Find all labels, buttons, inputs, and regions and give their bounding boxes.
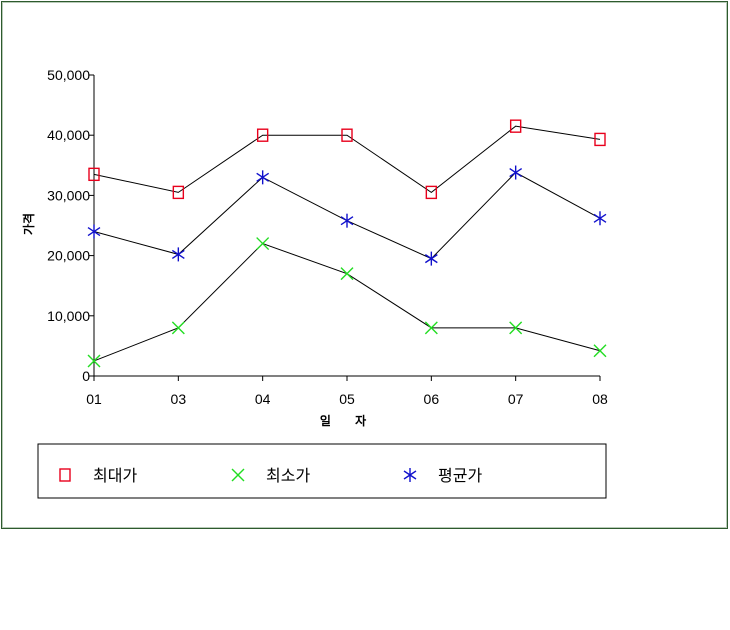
marker-star-stroke xyxy=(593,213,607,223)
data-point xyxy=(171,321,185,335)
marker-x-stroke xyxy=(340,267,354,281)
x-tick-label: 01 xyxy=(86,391,102,407)
marker-square xyxy=(509,119,522,133)
data-point xyxy=(424,321,438,335)
data-point xyxy=(172,185,185,200)
x-tick-label: 03 xyxy=(171,391,187,407)
x-tick-label: 07 xyxy=(508,391,524,407)
data-point xyxy=(87,224,101,239)
marker-star-stroke xyxy=(403,470,417,480)
data-point xyxy=(341,128,353,142)
y-tick-label: 50,000 xyxy=(47,67,90,83)
y-tick-label: 40,000 xyxy=(47,127,90,143)
data-point xyxy=(424,251,438,266)
legend-marker xyxy=(59,468,71,482)
x-tick-label: 04 xyxy=(255,391,271,407)
y-tick-label: 20,000 xyxy=(47,248,90,264)
legend: 최대가 최소가 평균가 xyxy=(37,443,607,499)
line-chart: 0 10,000 20,000 30,000 40,000 50,000 01 03 04 05 0… xyxy=(21,67,608,499)
marker-x-stroke xyxy=(509,321,523,335)
marker-x-stroke xyxy=(171,321,185,335)
x-tick-label: 06 xyxy=(424,391,440,407)
marker-star-stroke xyxy=(256,172,270,182)
legend-item: 최소가 xyxy=(231,466,310,485)
marker-square xyxy=(256,128,269,142)
x-tick-label: 08 xyxy=(592,391,608,407)
x-tick-label: 05 xyxy=(339,391,355,407)
data-point xyxy=(256,170,270,185)
marker-star-stroke xyxy=(340,216,354,226)
legend-item: 평균가 xyxy=(403,466,482,485)
data-point xyxy=(171,247,185,262)
legend-label: 평균가 xyxy=(438,466,482,485)
marker-star-stroke xyxy=(424,254,438,264)
data-point xyxy=(509,165,523,180)
marker-square xyxy=(341,128,353,142)
marker-square xyxy=(172,185,185,200)
y-tick-label: 10,000 xyxy=(47,308,90,324)
marker-star-stroke xyxy=(171,249,185,259)
legend-box xyxy=(37,443,607,499)
data-point xyxy=(509,321,523,335)
y-tick-label: 30,000 xyxy=(47,187,90,203)
data-point xyxy=(340,213,354,228)
series-line-1 xyxy=(93,242,601,362)
data-point xyxy=(509,119,522,133)
data-point xyxy=(87,354,101,368)
data-point xyxy=(593,211,607,226)
legend-label: 최소가 xyxy=(266,466,310,485)
legend-marker xyxy=(231,468,245,482)
data-point xyxy=(256,128,269,142)
marker-x-stroke xyxy=(231,468,245,482)
legend-marker xyxy=(403,468,417,482)
data-point xyxy=(594,132,606,147)
chart-frame: 0 10,000 20,000 30,000 40,000 50,000 01 03 04 05 0… xyxy=(1,1,728,529)
series-lines xyxy=(93,125,601,362)
axis-ticks: 0 10,000 20,000 30,000 40,000 50,000 01 03 04 05 0… xyxy=(47,67,608,407)
marker-square xyxy=(59,468,71,482)
y-axis-title: 가격 xyxy=(21,213,36,235)
x-axis-title: 일 자 xyxy=(320,413,376,428)
data-point xyxy=(593,344,607,358)
series-markers xyxy=(87,119,607,368)
marker-x-stroke xyxy=(256,237,270,251)
legend-label: 최대가 xyxy=(93,466,137,485)
marker-x-stroke xyxy=(424,321,438,335)
legend-item: 최대가 xyxy=(59,466,137,485)
marker-star-stroke xyxy=(87,226,101,237)
marker-star-stroke xyxy=(509,167,523,178)
y-tick-label: 0 xyxy=(82,368,90,384)
marker-x-stroke xyxy=(593,344,607,358)
marker-square xyxy=(425,185,438,200)
data-point xyxy=(256,237,270,251)
data-point xyxy=(88,167,100,182)
marker-x-stroke xyxy=(87,354,101,368)
marker-square xyxy=(88,167,100,182)
marker-square xyxy=(594,132,606,147)
series-line-0 xyxy=(93,125,601,194)
data-point xyxy=(425,185,438,200)
data-point xyxy=(340,267,354,281)
